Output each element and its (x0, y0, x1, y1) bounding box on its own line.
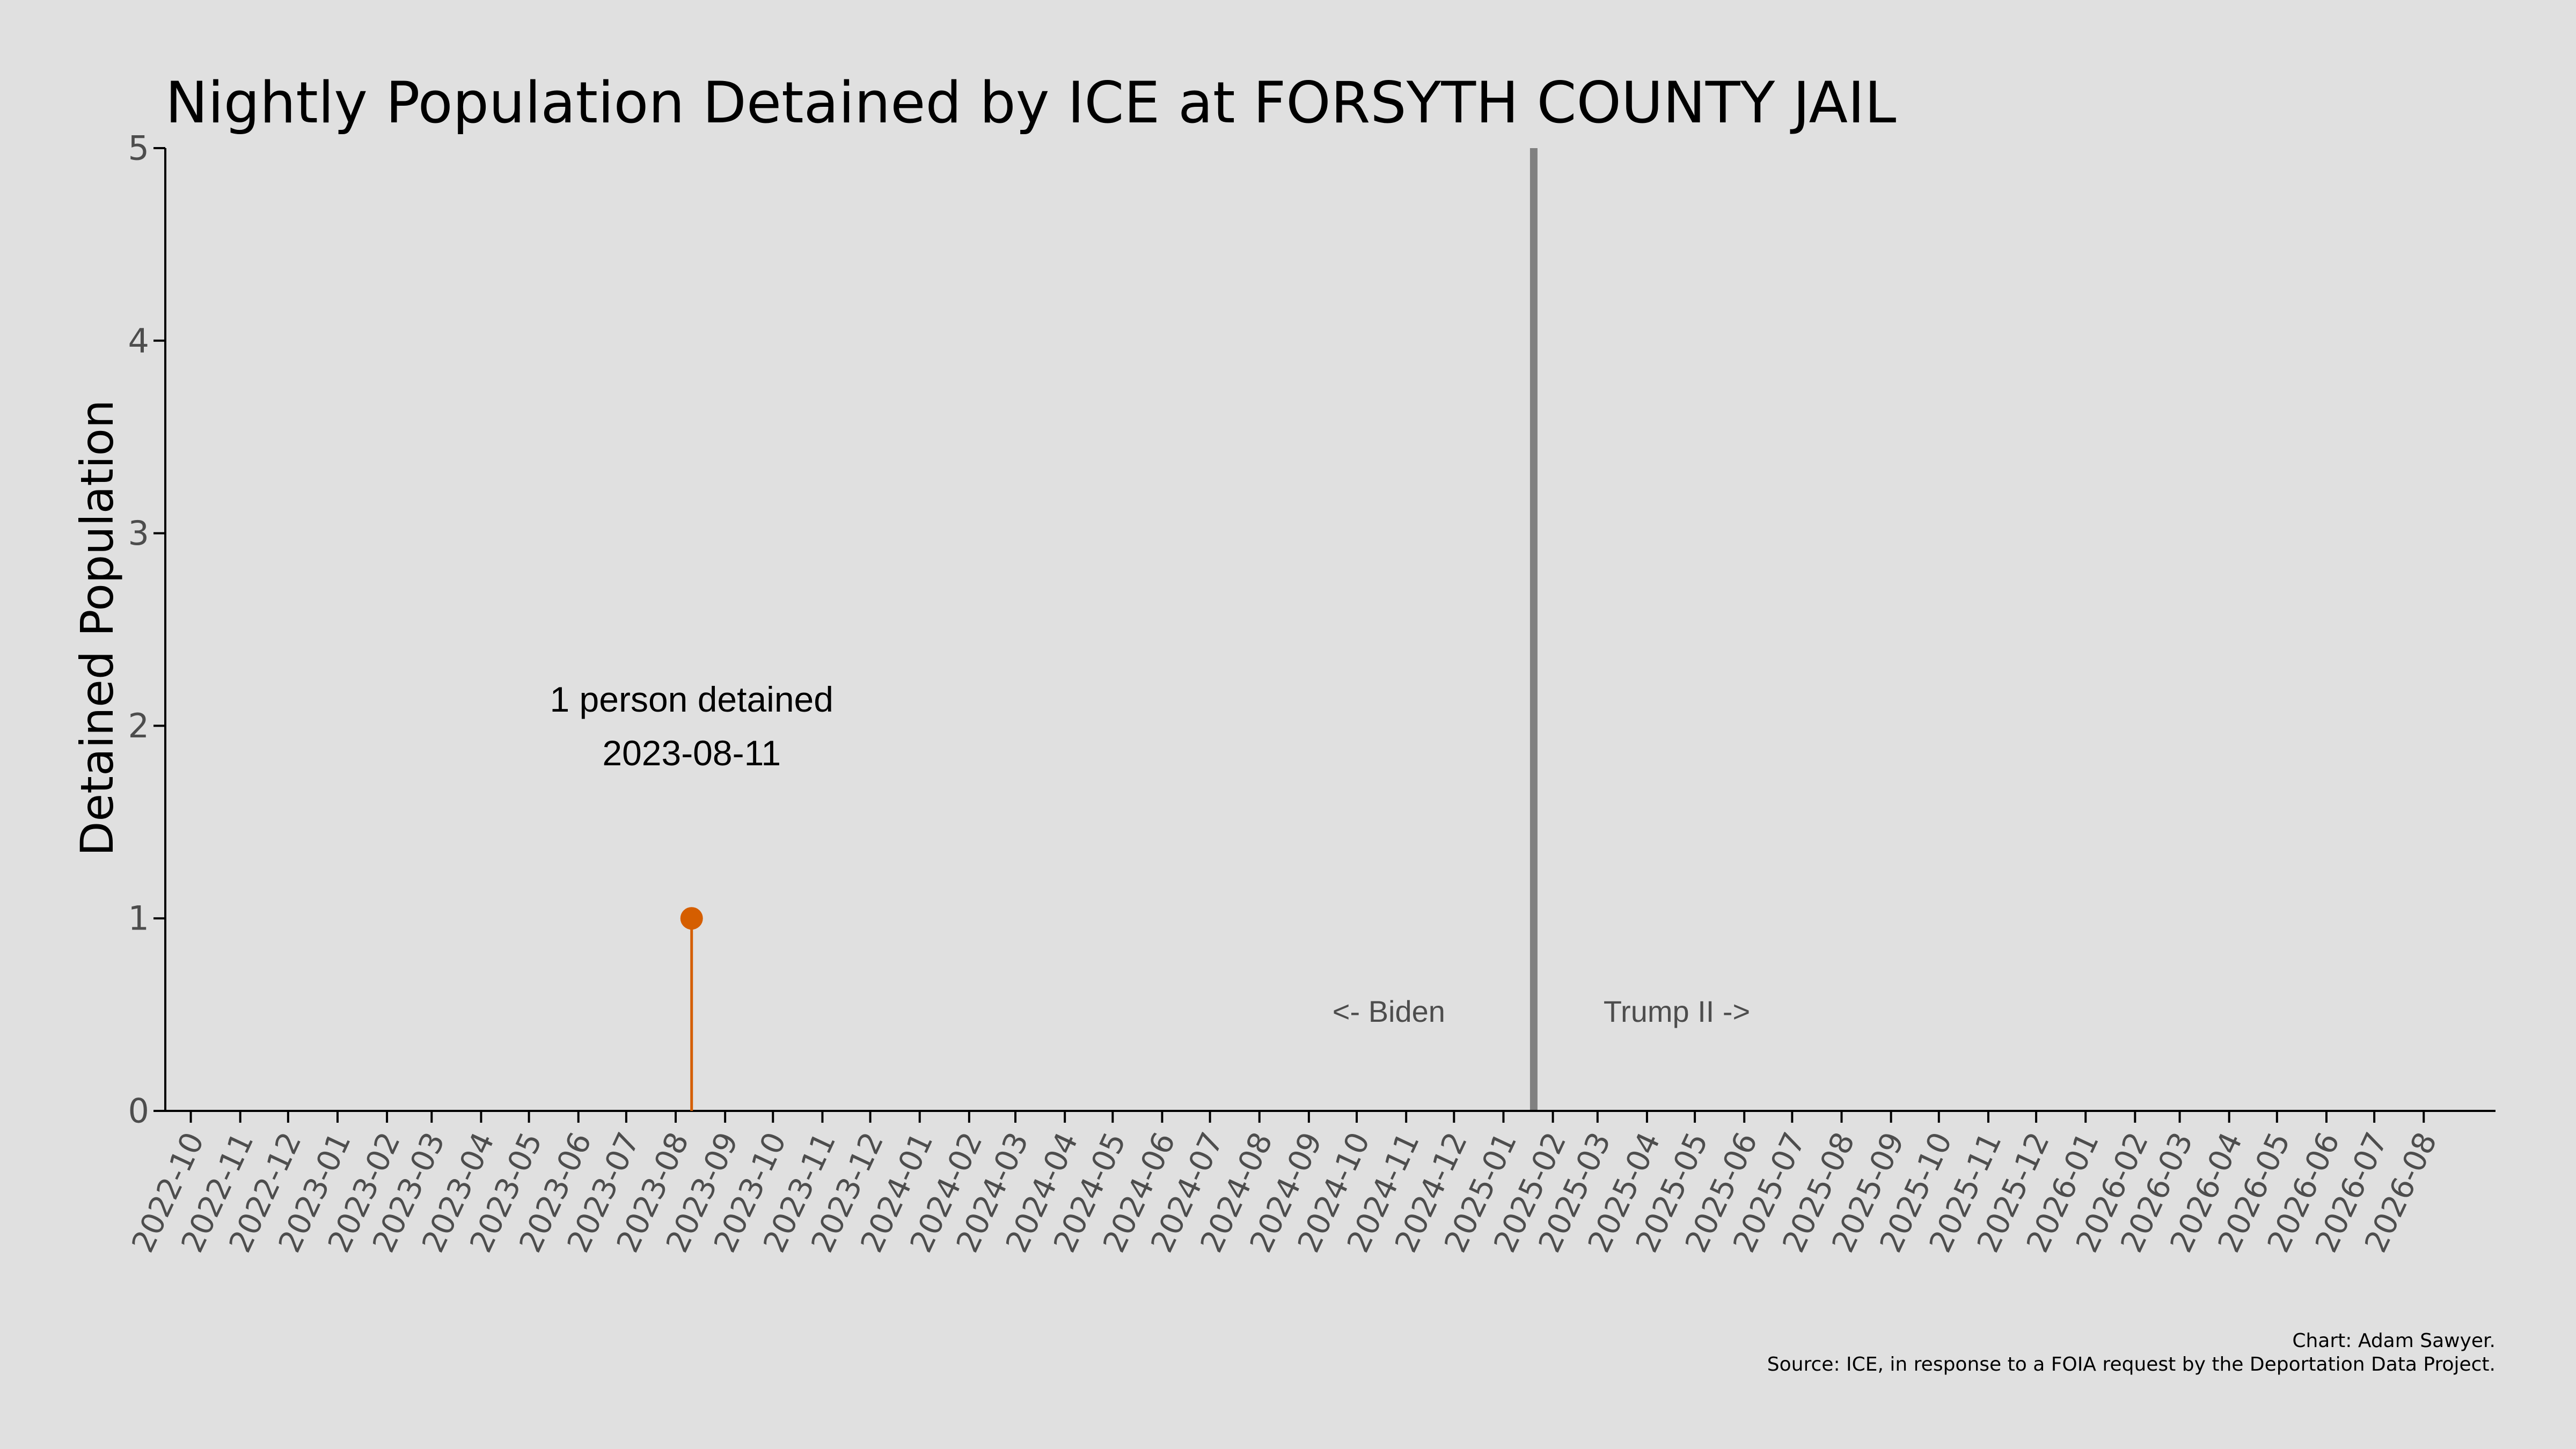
y-tick-label: 0 (128, 1092, 149, 1131)
chart-credit: Chart: Adam Sawyer. (2292, 1330, 2496, 1352)
annotation-date-label: 2023-08-11 (602, 733, 781, 773)
trump-era-label: Trump II -> (1604, 994, 1750, 1028)
x-axis-ticks: 2022-102022-112022-122023-012023-022023-… (125, 1111, 2444, 1258)
y-tick-label: 2 (128, 706, 149, 745)
annotation-count-label: 1 person detained (550, 679, 833, 719)
y-tick-label: 4 (128, 321, 149, 360)
biden-era-label: <- Biden (1333, 994, 1445, 1028)
y-axis-ticks: 0 1 2 3 4 5 (128, 129, 165, 1131)
data-layer (680, 907, 703, 1111)
data-point (680, 907, 703, 930)
chart-title: Nightly Population Detained by ICE at FO… (165, 70, 1896, 136)
y-tick-label: 5 (128, 129, 149, 168)
chart-source: Source: ICE, in response to a FOIA reque… (1767, 1353, 2496, 1375)
y-tick-label: 3 (128, 514, 149, 553)
y-tick-label: 1 (128, 899, 149, 938)
y-axis-label: Detained Population (71, 400, 123, 856)
